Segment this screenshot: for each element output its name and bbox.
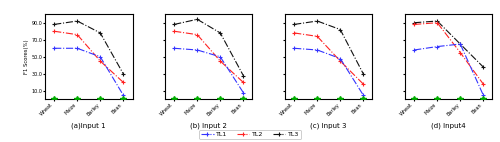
Text: (d) Input4: (d) Input4 [432,122,466,129]
Text: (a)Input 1: (a)Input 1 [72,122,106,129]
Text: (b) Input 2: (b) Input 2 [190,122,227,129]
Y-axis label: F1 Scores(%): F1 Scores(%) [24,39,29,74]
Legend: TL1, TL2, TL3: TL1, TL2, TL3 [199,130,301,139]
Text: (c) Input 3: (c) Input 3 [310,122,347,129]
